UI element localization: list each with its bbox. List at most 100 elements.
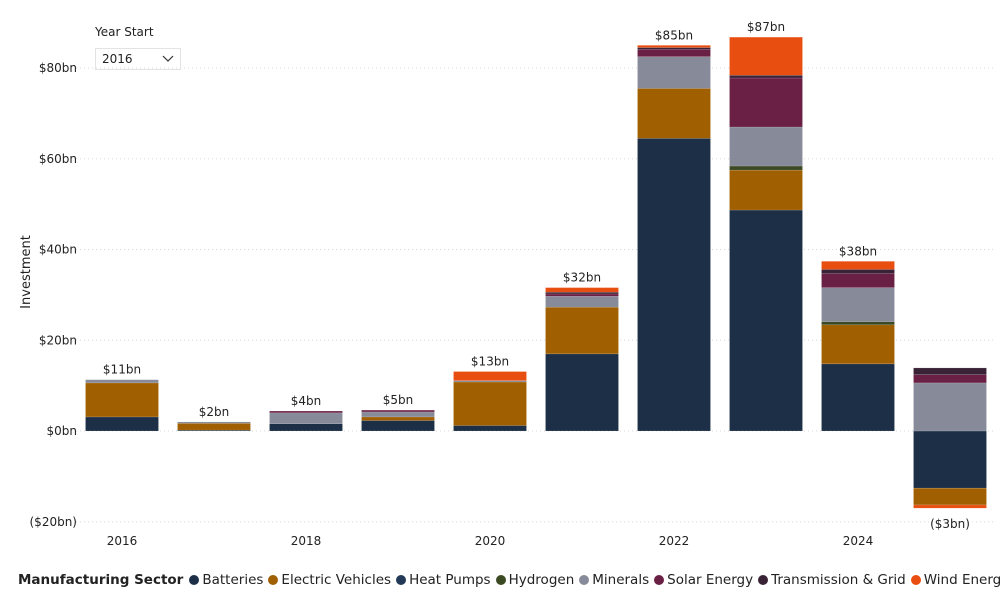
bar-segment-solar-energy bbox=[361, 409, 435, 413]
bar-segment-electric-vehicles bbox=[453, 381, 527, 426]
legend-item[interactable]: Batteries bbox=[189, 572, 263, 588]
bar-segment-solar-energy bbox=[729, 77, 803, 128]
bar-segment-electric-vehicles bbox=[85, 382, 159, 418]
total-label: $38bn bbox=[839, 244, 877, 258]
x-tick-label: 2024 bbox=[843, 534, 874, 548]
bar-segment-minerals bbox=[913, 382, 987, 432]
legend-dot-icon bbox=[758, 575, 769, 585]
x-tick-label: 2020 bbox=[475, 534, 506, 548]
legend-dot-icon bbox=[910, 575, 921, 585]
legend-dot-icon bbox=[396, 575, 407, 585]
total-label: $4bn bbox=[291, 394, 322, 408]
legend-label: Minerals bbox=[592, 572, 650, 588]
legend-dot-icon bbox=[268, 575, 279, 585]
bar-segment-electric-vehicles bbox=[637, 88, 711, 139]
legend-item[interactable]: Minerals bbox=[579, 572, 649, 588]
legend-item[interactable]: Electric Vehicles bbox=[268, 572, 391, 588]
bar-segment-hydrogen bbox=[821, 321, 895, 326]
bar-segment-wind-energy bbox=[545, 287, 619, 293]
legend-item[interactable]: Heat Pumps bbox=[396, 572, 491, 588]
y-tick-label: $80bn bbox=[39, 61, 77, 75]
bar-segment-wind-energy bbox=[729, 36, 803, 76]
bar-segment-electric-vehicles bbox=[821, 324, 895, 365]
total-label: $13bn bbox=[471, 355, 509, 369]
legend-label: Batteries bbox=[202, 572, 264, 588]
bar-segment-batteries bbox=[85, 416, 159, 432]
x-tick-label: 2018 bbox=[291, 534, 322, 548]
bar-segment-batteries bbox=[729, 209, 803, 432]
bar-segment-batteries bbox=[821, 363, 895, 432]
legend-item[interactable]: Wind Energy bbox=[910, 572, 1000, 588]
dropdown-value: 2016 bbox=[102, 52, 133, 66]
bar-segment-transmission-grid bbox=[821, 269, 895, 274]
bar-segment-minerals bbox=[177, 421, 251, 424]
total-label: $11bn bbox=[103, 363, 141, 377]
legend-label: Heat Pumps bbox=[409, 572, 491, 588]
bar-segment-electric-vehicles bbox=[545, 306, 619, 355]
bar-segment-hydrogen bbox=[729, 165, 803, 171]
bar-segment-minerals bbox=[729, 126, 803, 167]
year-start-slicer: Year Start 2016 bbox=[95, 25, 181, 70]
bar-segment-minerals bbox=[821, 287, 895, 322]
bar-segment-solar-energy bbox=[637, 49, 711, 57]
y-tick-label: $20bn bbox=[39, 333, 77, 347]
legend-label: Wind Energy bbox=[923, 572, 1000, 588]
bar-segment-batteries bbox=[453, 425, 527, 432]
legend-label: Solar Energy bbox=[667, 572, 754, 588]
total-label: $87bn bbox=[747, 20, 785, 34]
y-axis-label: Investment bbox=[19, 235, 34, 309]
bar-segment-wind-energy bbox=[453, 371, 527, 381]
bar-segment-minerals bbox=[85, 379, 159, 384]
bar-segment-batteries bbox=[361, 420, 435, 432]
year-start-dropdown[interactable]: 2016 bbox=[95, 48, 181, 70]
bar-segment-electric-vehicles bbox=[361, 416, 435, 421]
x-tick-label: 2016 bbox=[107, 534, 138, 548]
bar-segment-transmission-grid bbox=[913, 367, 987, 375]
bar-segment-solar-energy bbox=[269, 410, 343, 414]
x-tick-label: 2022 bbox=[659, 534, 690, 548]
bar-segment-wind-energy bbox=[637, 45, 711, 48]
bar-segment-batteries bbox=[269, 423, 343, 432]
y-tick-label: $0bn bbox=[47, 424, 78, 438]
bar-segment-batteries bbox=[913, 430, 987, 489]
total-label: $5bn bbox=[383, 393, 414, 407]
bar-segment-minerals bbox=[361, 411, 435, 418]
legend-dot-icon bbox=[189, 575, 200, 585]
total-label: $32bn bbox=[563, 271, 601, 285]
legend-dot-icon bbox=[579, 575, 590, 585]
bar-segment-solar-energy bbox=[913, 374, 987, 384]
bar-segment-transmission-grid bbox=[637, 47, 711, 50]
total-label: $2bn bbox=[199, 405, 230, 419]
bar-segment-solar-energy bbox=[821, 273, 895, 288]
bar-segment-wind-energy bbox=[913, 504, 987, 509]
bar-segment-minerals bbox=[545, 295, 619, 308]
legend-label: Electric Vehicles bbox=[281, 572, 392, 588]
total-label: ($3bn) bbox=[930, 517, 970, 531]
y-tick-label: $40bn bbox=[39, 243, 77, 257]
total-label: $85bn bbox=[655, 28, 693, 42]
y-tick-label: $60bn bbox=[39, 152, 77, 166]
bar-segment-solar-energy bbox=[545, 293, 619, 297]
bar-segment-transmission-grid bbox=[545, 291, 619, 295]
bar-segment-electric-vehicles bbox=[729, 169, 803, 211]
legend-title: Manufacturing Sector bbox=[18, 572, 184, 588]
legend-dot-icon bbox=[654, 575, 665, 585]
legend-label: Transmission & Grid bbox=[771, 572, 906, 588]
bar-segment-minerals bbox=[269, 412, 343, 424]
slicer-title: Year Start bbox=[95, 25, 154, 39]
bar-segment-wind-energy bbox=[821, 261, 895, 270]
legend-label: Hydrogen bbox=[508, 572, 575, 588]
bar-segment-batteries bbox=[637, 138, 711, 432]
chevron-down-icon bbox=[162, 55, 174, 62]
bar-segment-minerals bbox=[637, 56, 711, 89]
legend: Manufacturing Sector Batteries Electric V… bbox=[18, 572, 1000, 588]
bar-segment-electric-vehicles bbox=[177, 423, 251, 431]
legend-item[interactable]: Solar Energy bbox=[654, 572, 753, 588]
bar-segment-electric-vehicles bbox=[913, 487, 987, 506]
legend-item[interactable]: Transmission & Grid bbox=[758, 572, 906, 588]
legend-dot-icon bbox=[495, 575, 506, 585]
y-tick-label: ($20bn) bbox=[30, 515, 78, 529]
legend-item[interactable]: Hydrogen bbox=[495, 572, 575, 588]
